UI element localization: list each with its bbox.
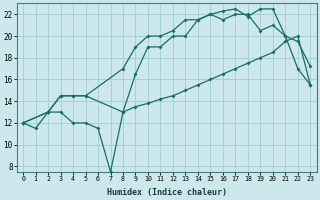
X-axis label: Humidex (Indice chaleur): Humidex (Indice chaleur) xyxy=(107,188,227,197)
